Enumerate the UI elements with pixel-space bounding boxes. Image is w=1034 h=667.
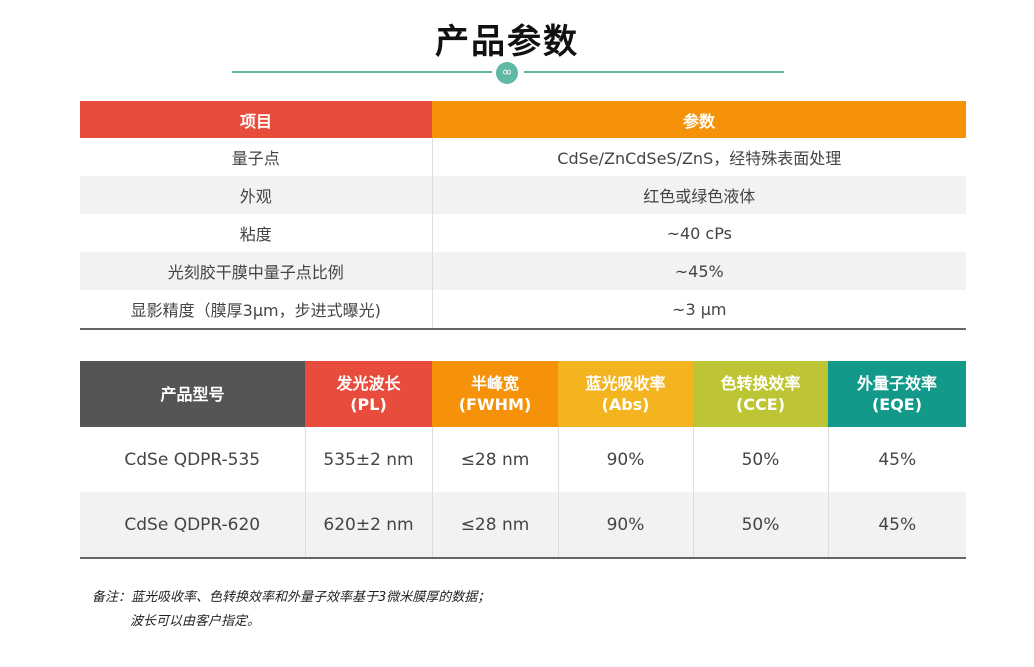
cce-value: 50%: [693, 492, 829, 558]
header-cce-line2: (CCE): [735, 395, 786, 414]
header-fwhm-line2: (FWHM): [458, 395, 532, 414]
table-row: CdSe QDPR-535 535±2 nm ≤28 nm 90% 50% 45…: [80, 427, 966, 492]
param-name: 粘度: [80, 214, 433, 252]
models-header-row: 产品型号 发光波长 (PL) 半峰宽 (FWHM) 蓝光吸收率 (Abs) 色转…: [80, 361, 966, 427]
table-row: 量子点 CdSe/ZnCdSeS/ZnS，经特殊表面处理: [80, 138, 966, 176]
eqe-value: 45%: [828, 492, 966, 558]
params-header-item: 项目: [80, 101, 432, 138]
header-cce: 色转换效率 (CCE): [693, 361, 828, 427]
param-name: 显影精度（膜厚3μm，步进式曝光): [80, 290, 433, 329]
page-title: 产品参数: [435, 22, 579, 62]
infinity-icon: ∞: [496, 62, 518, 84]
note-line-1: 备注：蓝光吸收率、色转换效率和外量子效率基于3微米膜厚的数据；: [92, 590, 491, 605]
header-model: 产品型号: [80, 361, 305, 427]
header-eqe-line2: (EQE): [871, 395, 923, 414]
note-line-2: 波长可以由客户指定。: [130, 614, 261, 629]
param-value: ~3 μm: [672, 299, 727, 319]
param-value: ~45%: [432, 252, 966, 290]
pl-value: 535±2 nm: [305, 427, 433, 492]
header-fwhm-line1: 半峰宽: [470, 374, 519, 393]
header-pl-line1: 发光波长: [336, 374, 401, 393]
model-name: CdSe QDPR-535: [80, 427, 306, 492]
param-name: 光刻胶干膜中量子点比例: [80, 252, 433, 290]
header-eqe: 外量子效率 (EQE): [828, 361, 966, 427]
params-header-row: 项目 参数: [80, 101, 966, 138]
models-table: 产品型号 发光波长 (PL) 半峰宽 (FWHM) 蓝光吸收率 (Abs) 色转…: [80, 361, 966, 559]
notes: 备注：蓝光吸收率、色转换效率和外量子效率基于3微米膜厚的数据； 波长可以由客户指…: [92, 586, 490, 634]
fwhm-value: ≤28 nm: [432, 427, 559, 492]
table-row: 显影精度（膜厚3μm，步进式曝光) ~3 μm: [80, 290, 966, 329]
table-row: CdSe QDPR-620 620±2 nm ≤28 nm 90% 50% 45…: [80, 492, 966, 558]
param-value: 红色或绿色液体: [432, 176, 966, 214]
model-name: CdSe QDPR-620: [80, 492, 306, 558]
cce-value: 50%: [693, 427, 829, 492]
table-row: 外观 红色或绿色液体: [80, 176, 966, 214]
header-model-label: 产品型号: [160, 384, 225, 404]
divider-line-left: [232, 71, 492, 73]
params-table: 项目 参数 量子点 CdSe/ZnCdSeS/ZnS，经特殊表面处理 外观 红色…: [80, 101, 966, 330]
param-name: 量子点: [80, 138, 433, 176]
header-pl-line2: (PL): [350, 395, 387, 414]
table-row: 粘度 ~40 cPs: [80, 214, 966, 252]
abs-value: 90%: [558, 427, 694, 492]
header-abs-line1: 蓝光吸收率: [585, 374, 666, 393]
param-value: ~40 cPs: [666, 223, 732, 243]
header-abs: 蓝光吸收率 (Abs): [558, 361, 693, 427]
param-name: 外观: [80, 176, 433, 214]
eqe-value: 45%: [878, 449, 917, 470]
table-row: 光刻胶干膜中量子点比例 ~45%: [80, 252, 966, 290]
header-cce-line1: 色转换效率: [720, 374, 801, 393]
title-divider: ∞: [232, 62, 784, 84]
fwhm-value: ≤28 nm: [432, 492, 559, 558]
header-eqe-line1: 外量子效率: [856, 374, 937, 393]
abs-value: 90%: [558, 492, 694, 558]
header-pl: 发光波长 (PL): [305, 361, 432, 427]
divider-line-right: [524, 71, 784, 73]
param-value: CdSe/ZnCdSeS/ZnS，经特殊表面处理: [557, 149, 842, 168]
header-abs-line2: (Abs): [601, 395, 650, 414]
params-header-value: 参数: [432, 101, 966, 138]
header-fwhm: 半峰宽 (FWHM): [432, 361, 558, 427]
pl-value: 620±2 nm: [305, 492, 433, 558]
